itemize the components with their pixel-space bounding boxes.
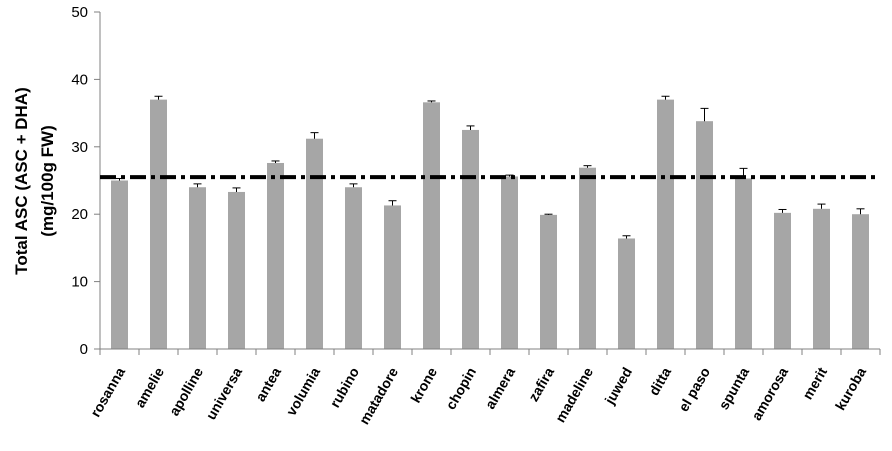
bar bbox=[852, 214, 869, 349]
x-tick-label: chopin bbox=[442, 365, 479, 413]
bar bbox=[618, 238, 635, 349]
x-tick-label: apolline bbox=[166, 364, 206, 418]
bar bbox=[111, 180, 128, 349]
y-tick-label: 20 bbox=[71, 206, 88, 223]
x-tick-label: spunta bbox=[715, 364, 752, 412]
x-tick-label: rosanna bbox=[87, 364, 128, 419]
bar bbox=[696, 121, 713, 349]
bars bbox=[111, 99, 869, 350]
bar bbox=[774, 212, 791, 349]
bar bbox=[228, 191, 245, 349]
bar bbox=[345, 187, 362, 349]
y-axis-title-line2: (mg/100g FW) bbox=[38, 125, 57, 236]
bar bbox=[813, 208, 830, 349]
x-tick-label: madeline bbox=[552, 364, 596, 425]
x-tick-label: kuroba bbox=[832, 364, 869, 413]
bar bbox=[540, 214, 557, 349]
x-tick-label: volumia bbox=[283, 364, 323, 418]
x-tick-label: rubino bbox=[326, 365, 362, 411]
y-tick-label: 30 bbox=[71, 139, 88, 156]
bar bbox=[423, 102, 440, 349]
bar bbox=[462, 129, 479, 349]
y-tick-label: 0 bbox=[80, 341, 88, 358]
x-tick-label: juwed bbox=[601, 365, 635, 408]
bar bbox=[150, 99, 167, 350]
y-tick-label: 40 bbox=[71, 71, 88, 88]
x-tick-label: almera bbox=[482, 364, 519, 411]
bar bbox=[501, 176, 518, 349]
bar bbox=[267, 162, 284, 349]
y-tick-label: 10 bbox=[71, 274, 88, 291]
x-tick-label: amorosa bbox=[748, 364, 791, 423]
x-tick-label: matadore bbox=[356, 364, 401, 427]
x-tick-label: universa bbox=[202, 364, 245, 422]
x-tick-label: antea bbox=[252, 364, 284, 404]
bar bbox=[657, 99, 674, 350]
x-tick-label: ditta bbox=[645, 364, 674, 398]
bar bbox=[735, 178, 752, 349]
y-axis-title-line1: Total ASC (ASC + DHA) bbox=[12, 87, 31, 274]
x-tick-label: zafira bbox=[525, 364, 557, 404]
bar bbox=[384, 205, 401, 349]
bar bbox=[306, 138, 323, 349]
y-axis-ticks: 0 10 20 30 40 50 bbox=[71, 4, 881, 358]
x-tick-label: merit bbox=[799, 364, 830, 402]
x-tick-label: el paso bbox=[675, 365, 713, 415]
x-tick-label: krone bbox=[407, 364, 440, 405]
error-bars bbox=[115, 95, 865, 239]
bar bbox=[579, 167, 596, 349]
bar bbox=[189, 187, 206, 349]
y-tick-label: 50 bbox=[71, 4, 88, 21]
x-tick-label: amelie bbox=[131, 364, 167, 410]
